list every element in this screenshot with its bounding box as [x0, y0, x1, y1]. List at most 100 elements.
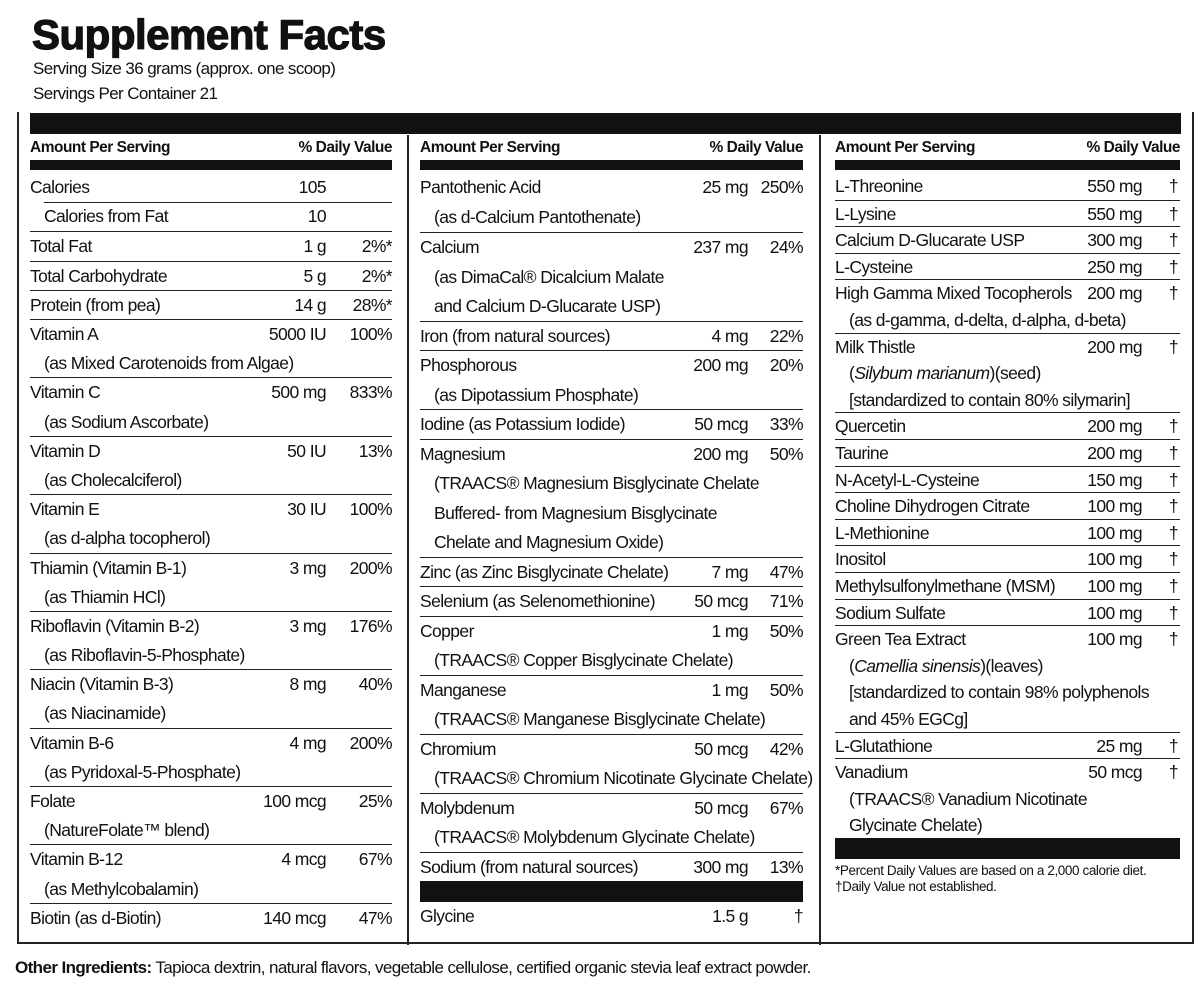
- text-segment: )(seed): [989, 363, 1042, 384]
- nutrient-row: Selenium (as Selenomethionine) 50 mcg 71%: [420, 586, 804, 616]
- nutrient-row: Vanadium (TRAACS® Vanadium Nicotinate Glyc…: [835, 758, 1180, 838]
- amount-per-serving: 105: [298, 177, 327, 197]
- daily-value: 250%: [760, 177, 804, 197]
- footnote: †Daily Value not established.: [835, 878, 997, 894]
- daily-value: †: [1168, 203, 1179, 224]
- nutrient-name: L-Methionine: [835, 522, 930, 543]
- amount-per-serving: 4 mcg: [281, 849, 326, 870]
- nutrient-name: Folate: [30, 791, 76, 812]
- daily-value: †: [1168, 602, 1179, 623]
- daily-value: 25%: [358, 791, 393, 812]
- nutrient-detail: (TRAACS® Vanadium Nicotinate: [849, 788, 1088, 809]
- nutrient-name: L-Lysine: [835, 203, 896, 224]
- nutrient-row: Choline Dihydrogen Citrate 100 mg †: [835, 492, 1180, 519]
- nutrient-name: Vitamin B-12: [30, 849, 123, 870]
- amount-per-serving: 1 mg: [711, 679, 748, 700]
- nutrient-name: Vitamin A: [30, 323, 99, 344]
- nutrient-name: Iodine (as Potassium Iodide): [420, 414, 626, 434]
- nutrient-name: Inositol: [835, 549, 886, 570]
- amount-per-serving: 8 mg: [289, 674, 326, 695]
- amount-per-serving: 14 g: [294, 294, 326, 315]
- column-header: Amount Per Serving % Daily Value: [30, 135, 393, 160]
- daily-value: 50%: [769, 443, 804, 464]
- amount-per-serving: 10: [307, 206, 327, 227]
- column-divider: [819, 135, 821, 945]
- nutrient-detail: (TRAACS® Chromium Nicotinate Glycinate C…: [434, 768, 813, 788]
- nutrient-rows: L-Threonine 550 mg † L-Lysine 550 mg † Calcium…: [835, 173, 1180, 895]
- header-rule-bar: [835, 160, 1180, 170]
- daily-value: 50%: [769, 620, 804, 641]
- column-header: Amount Per Serving % Daily Value: [420, 135, 804, 160]
- nutrient-row: Vitamin B-6 (as Pyridoxal-5-Phosphate) 4 m…: [30, 727, 393, 786]
- amount-per-serving: 200 mg: [1087, 336, 1142, 357]
- daily-value: 24%: [769, 237, 804, 257]
- daily-value: 2%*: [361, 236, 393, 257]
- daily-value: 47%: [358, 907, 393, 928]
- nutrient-name: Choline Dihydrogen Citrate: [835, 496, 1030, 517]
- amount-per-serving: 100 mcg: [263, 791, 327, 812]
- servings-per-container: Servings Per Container 21: [33, 84, 218, 103]
- other-ingredients-text: Tapioca dextrin, natural flavors, vegeta…: [151, 958, 811, 977]
- header-rule-bar: [420, 160, 803, 170]
- daily-value: 2%*: [361, 265, 393, 286]
- nutrient-name: Biotin (as d-Biotin): [30, 907, 162, 928]
- nutrient-name: N-Acetyl-L-Cysteine: [835, 469, 980, 490]
- daily-value: 200%: [349, 557, 393, 578]
- nutrient-detail: (TRAACS® Molybdenum Glycinate Chelate): [434, 827, 755, 847]
- amount-per-serving: 100 mg: [1087, 522, 1142, 543]
- nutrient-row: Pantothenic Acid (as d-Calcium Pantothena…: [420, 173, 804, 232]
- daily-value: 100%: [349, 323, 393, 344]
- nutrient-name: Copper: [420, 620, 474, 641]
- nutrient-name: Sodium Sulfate: [835, 602, 946, 623]
- nutrient-name: Calcium: [420, 237, 480, 257]
- nutrient-name: Vitamin B-6: [30, 732, 114, 753]
- daily-value: †: [1168, 230, 1179, 251]
- nutrient-name: Thiamin (Vitamin B-1): [30, 557, 187, 578]
- amount-per-serving: 237 mg: [693, 237, 748, 257]
- daily-value: 33%: [769, 414, 804, 434]
- amount-per-serving: 200 mg: [693, 355, 748, 375]
- nutrient-detail: (as Mixed Carotenoids from Algae): [44, 353, 294, 374]
- nutrient-name: L-Glutathione: [835, 735, 933, 756]
- amount-per-serving: 250 mg: [1087, 256, 1142, 277]
- amount-per-serving: 4 mg: [711, 325, 748, 346]
- other-ingredients-label: Other Ingredients:: [15, 958, 152, 977]
- nutrient-row: Thiamin (Vitamin B-1) (as Thiamin HCl) 3 m…: [30, 552, 393, 611]
- nutrient-name: Riboflavin (Vitamin B-2): [30, 615, 200, 636]
- nutrient-name: Pantothenic Acid: [420, 177, 541, 197]
- daily-value: †: [1168, 416, 1179, 437]
- nutrient-row: Calcium (as DimaCal® Dicalcium Malate and …: [420, 232, 804, 321]
- amount-per-serving: 50 mcg: [694, 797, 748, 818]
- nutrient-name: Green Tea Extract: [835, 629, 966, 650]
- nutrient-row: Green Tea Extract (Camellia sinensis)(lea…: [835, 625, 1180, 731]
- header-rule-bar: [30, 160, 392, 170]
- nutrient-detail: (as Cholecalciferol): [44, 469, 182, 490]
- nutrient-row: Inositol 100 mg †: [835, 545, 1180, 572]
- daily-value: †: [1168, 522, 1179, 543]
- amount-per-serving: 100 mg: [1087, 602, 1142, 623]
- daily-value: †: [1168, 549, 1179, 570]
- nutrient-detail: (as d-Calcium Pantothenate): [434, 206, 641, 227]
- nutrient-name: Chromium: [420, 738, 497, 759]
- amount-per-serving-header: Amount Per Serving: [30, 139, 171, 156]
- amount-per-serving: 1 g: [303, 236, 326, 257]
- nutrient-detail: (as Dipotassium Phosphate): [434, 384, 639, 405]
- daily-value: †: [1168, 496, 1179, 517]
- nutrient-row: L-Lysine 550 mg †: [835, 199, 1180, 227]
- footnote: *Percent Daily Values are based on a 2,0…: [835, 862, 1147, 878]
- nutrient-name: Manganese: [420, 679, 507, 700]
- daily-value: †: [793, 906, 804, 926]
- amount-per-serving: 30 IU: [287, 499, 326, 520]
- amount-per-serving: 300 mg: [1087, 230, 1142, 251]
- nutrient-row: Calcium D-Glucarate USP 300 mg †: [835, 226, 1180, 253]
- top-rule-bar: [30, 113, 1181, 134]
- section-rule-bar: [835, 837, 1180, 859]
- nutrient-detail: [standardized to contain 80% silymarin]: [849, 389, 1131, 410]
- nutrient-row: Folate (NatureFolate™ blend) 100 mcg 25%: [30, 786, 393, 844]
- daily-value-header: % Daily Value: [298, 139, 393, 156]
- nutrient-row: Biotin (as d-Biotin) 140 mcg 47%: [30, 902, 393, 932]
- nutrient-name: Glycine: [420, 906, 475, 926]
- text-segment: )(leaves): [980, 655, 1043, 676]
- daily-value-header: % Daily Value: [709, 139, 804, 156]
- amount-per-serving-header: Amount Per Serving: [835, 139, 976, 156]
